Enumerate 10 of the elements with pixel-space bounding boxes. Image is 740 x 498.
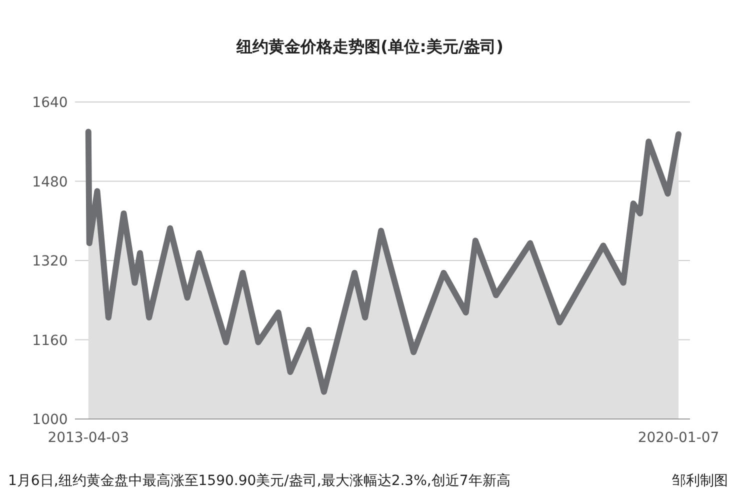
- y-tick-label: 1000: [32, 412, 68, 428]
- y-tick-label: 1160: [32, 332, 68, 349]
- chart-title: 纽约黄金价格走势图(单位:美元/盎司): [236, 37, 504, 56]
- x-tick-label: 2013-04-03: [48, 430, 130, 446]
- text: 邹利制图: [672, 473, 728, 489]
- y-tick-label: 1320: [32, 254, 68, 270]
- text: 1月6日,纽约黄金盘中最高涨至1590.90美元/盎司,最大涨幅达2.3%,创近7年新高: [8, 473, 510, 489]
- x-tick-label: 2020-01-07: [638, 430, 720, 446]
- y-tick-label: 1480: [32, 174, 68, 190]
- y-tick-label: 1640: [32, 95, 68, 111]
